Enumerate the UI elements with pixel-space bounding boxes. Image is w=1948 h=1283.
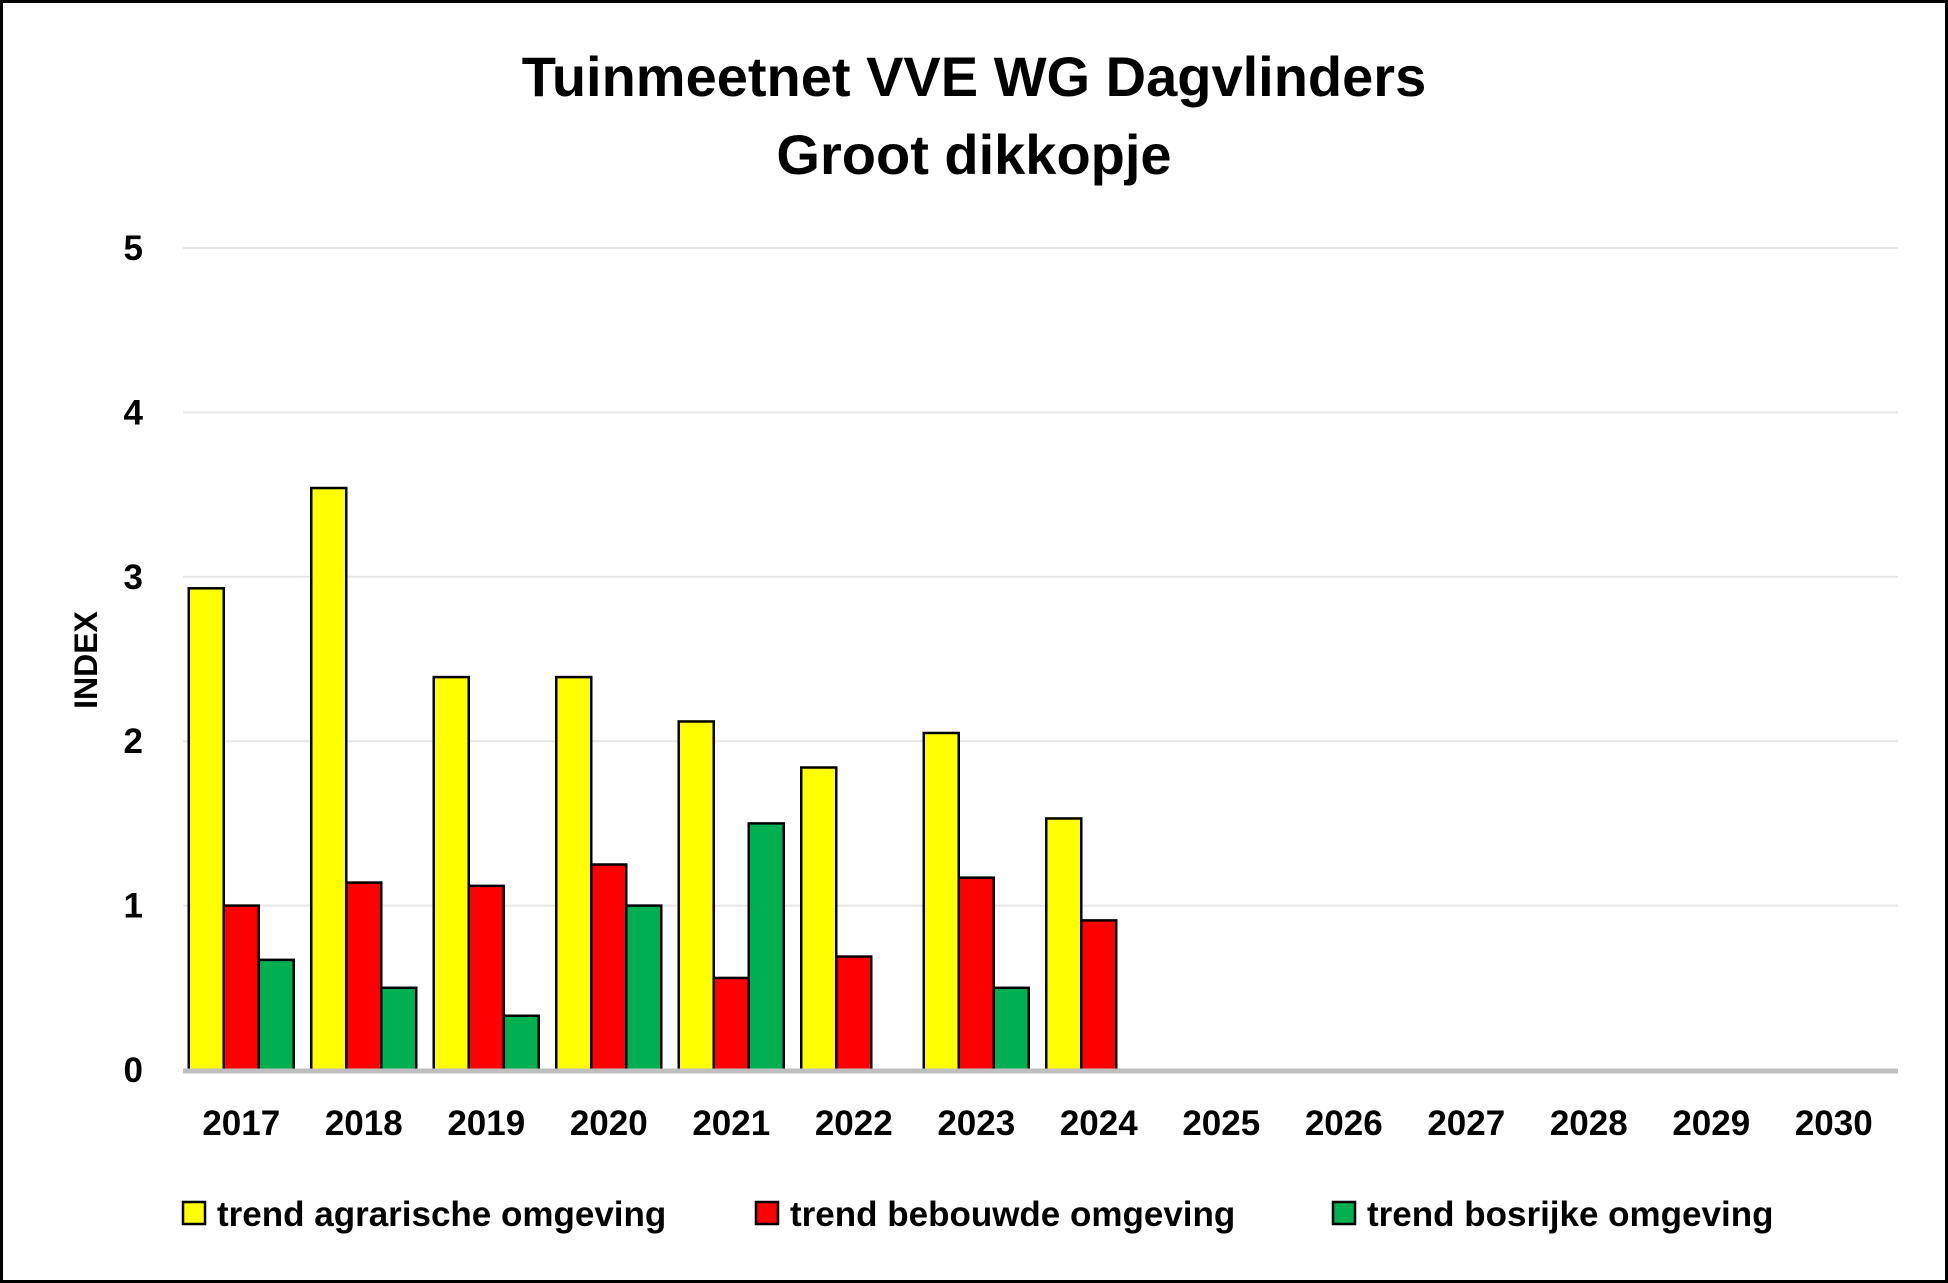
- chart-subtitle: Groot dikkopje: [776, 123, 1171, 186]
- x-axis-ticks: 2017 2018 2019 2020 2021 2022 2023 2024 2025 2026…: [202, 1104, 1872, 1143]
- bar-bebouwd-2024: [1080, 919, 1118, 1072]
- bar-agrarisch-2020: [555, 675, 593, 1072]
- bar-bosrijk-2019: [502, 1014, 540, 1072]
- x-tick-label: 2019: [447, 1104, 525, 1143]
- y-axis-ticks: 0 1 2 3 4 5: [124, 229, 144, 1090]
- bar-bosrijk-2021: [747, 822, 785, 1072]
- bar-bebouwd-2019: [467, 884, 505, 1072]
- bar-bebouwd-2020: [590, 863, 628, 1072]
- legend-swatch: [754, 1200, 780, 1226]
- y-tick-label: 0: [124, 1051, 143, 1090]
- bar-bebouwd-2022: [835, 955, 873, 1072]
- y-tick-label: 3: [124, 558, 143, 597]
- x-tick-label: 2027: [1427, 1104, 1505, 1143]
- legend: trend agrarische omgeving trend bebouwde …: [181, 1195, 1773, 1234]
- y-tick-label: 1: [124, 887, 143, 926]
- x-tick-label: 2026: [1305, 1104, 1383, 1143]
- bar-agrarisch-2019: [432, 675, 470, 1072]
- y-tick-label: 5: [124, 229, 143, 268]
- bar-agrarisch-2021: [677, 720, 715, 1072]
- legend-swatch: [181, 1200, 207, 1226]
- bar-bebouwd-2021: [712, 976, 750, 1072]
- legend-label: trend bebouwde omgeving: [790, 1195, 1235, 1234]
- x-tick-label: 2020: [570, 1104, 648, 1143]
- y-tick-label: 4: [124, 393, 144, 432]
- bar-bosrijk-2018: [380, 986, 418, 1072]
- bar-bebouwd-2023: [957, 876, 995, 1072]
- bar-bosrijk-2017: [257, 958, 295, 1072]
- x-tick-label: 2024: [1060, 1104, 1138, 1143]
- y-axis-label: INDEX: [68, 610, 104, 708]
- bar-agrarisch-2017: [187, 587, 225, 1072]
- bar-agrarisch-2023: [922, 731, 960, 1072]
- legend-label: trend agrarische omgeving: [217, 1195, 666, 1234]
- x-tick-label: 2021: [692, 1104, 770, 1143]
- bar-bosrijk-2020: [625, 904, 663, 1072]
- bar-agrarisch-2024: [1045, 817, 1083, 1072]
- x-tick-label: 2028: [1550, 1104, 1628, 1143]
- y-tick-label: 2: [124, 722, 143, 761]
- legend-label: trend bosrijke omgeving: [1367, 1195, 1773, 1234]
- x-tick-label: 2030: [1795, 1104, 1873, 1143]
- bar-agrarisch-2022: [800, 766, 838, 1072]
- bar-bebouwd-2018: [345, 881, 383, 1072]
- x-tick-label: 2022: [815, 1104, 893, 1143]
- x-tick-label: 2023: [937, 1104, 1015, 1143]
- x-tick-label: 2017: [202, 1104, 280, 1143]
- bar-agrarisch-2018: [310, 486, 348, 1072]
- x-tick-label: 2018: [325, 1104, 403, 1143]
- bar-bosrijk-2023: [992, 986, 1030, 1072]
- bars: [187, 486, 1118, 1072]
- x-tick-label: 2025: [1182, 1104, 1260, 1143]
- bar-bebouwd-2017: [222, 904, 260, 1072]
- legend-swatch: [1331, 1200, 1357, 1226]
- chart-title: Tuinmeetnet VVE WG Dagvlinders: [522, 45, 1426, 108]
- x-tick-label: 2029: [1672, 1104, 1750, 1143]
